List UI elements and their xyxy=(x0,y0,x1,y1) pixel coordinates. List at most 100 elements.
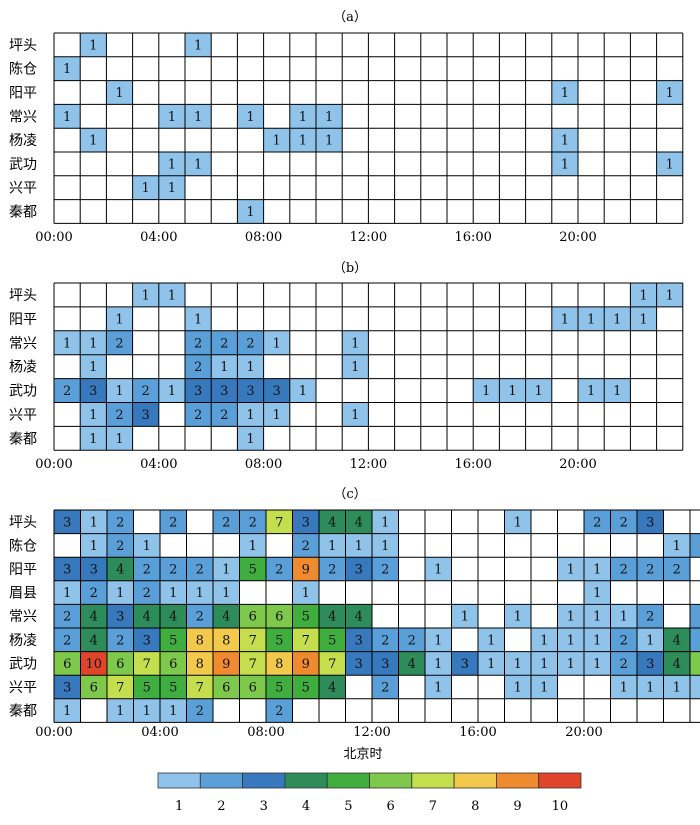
cell-value-label: 3 xyxy=(220,384,228,399)
heatmap-cell xyxy=(80,628,107,652)
heatmap-cell xyxy=(557,604,584,628)
heatmap-cell xyxy=(345,557,372,581)
heatmap-cell xyxy=(80,378,107,403)
heatmap-cell xyxy=(213,510,240,534)
heatmap-cell xyxy=(263,128,290,152)
cell-value-label: 1 xyxy=(246,432,254,447)
heatmap-cell xyxy=(690,675,700,699)
heatmap-cell xyxy=(107,651,134,676)
heatmap-cell xyxy=(473,378,500,403)
cell-value-label: 1 xyxy=(90,539,98,554)
cell-value-label: 3 xyxy=(194,384,202,399)
heatmap-cell xyxy=(133,533,160,558)
cell-value-label: 6 xyxy=(249,610,257,625)
heatmap-cell xyxy=(185,378,212,403)
heatmap-cell xyxy=(186,604,213,628)
cell-value-label: 3 xyxy=(142,408,150,423)
cell-value-label: 1 xyxy=(535,384,543,399)
heatmap-cell xyxy=(289,378,316,403)
cell-value-label: 3 xyxy=(116,610,124,625)
cell-value-label: 6 xyxy=(116,657,124,672)
cell-value-label: 2 xyxy=(143,563,151,578)
cell-value-label: 1 xyxy=(639,288,647,303)
heatmap-cell xyxy=(80,330,107,355)
cell-value-label: 3 xyxy=(646,515,654,530)
cell-value-label: 1 xyxy=(168,384,176,399)
heatmap-cell xyxy=(637,628,664,652)
heatmap-cell xyxy=(158,175,185,200)
cell-value-label: 1 xyxy=(89,134,97,149)
heatmap-cell xyxy=(398,651,425,676)
cell-value-label: 1 xyxy=(116,704,124,719)
heatmap-cell xyxy=(292,604,319,628)
cell-value-label: 2 xyxy=(646,563,654,578)
colorbar-swatch xyxy=(284,772,328,789)
heatmap-cell xyxy=(531,628,558,652)
cell-value-label: 1 xyxy=(299,384,307,399)
cell-value-label: 5 xyxy=(328,633,336,648)
cell-value-label: 2 xyxy=(143,586,151,601)
cell-value-label: 1 xyxy=(222,586,230,601)
heatmap-cell xyxy=(54,651,81,676)
heatmap-cell xyxy=(289,128,316,152)
cell-value-label: 1 xyxy=(168,288,176,303)
cell-value-label: 1 xyxy=(299,110,307,125)
cell-value-label: 1 xyxy=(613,384,621,399)
x-tick-label: 04:00 xyxy=(141,725,178,740)
cell-value-label: 1 xyxy=(222,563,230,578)
cell-value-label: 8 xyxy=(222,633,230,648)
heatmap-cell xyxy=(80,604,107,628)
heatmap-cell xyxy=(630,306,657,331)
heatmap-cell xyxy=(551,306,578,331)
cell-value-label: 1 xyxy=(567,633,575,648)
heatmap-cell xyxy=(263,402,290,427)
heatmap-cell xyxy=(610,675,637,699)
cell-value-label: 1 xyxy=(613,312,621,327)
x-tick-label: 04:00 xyxy=(140,230,177,245)
cell-value-label: 1 xyxy=(142,181,150,196)
heatmap-cell xyxy=(133,628,160,652)
cell-value-label: 4 xyxy=(355,610,363,625)
heatmap-cell xyxy=(342,402,369,427)
cell-value-label: 3 xyxy=(89,384,97,399)
heatmap-cell xyxy=(504,675,531,699)
cell-value-label: 1 xyxy=(63,586,71,601)
heatmap-cell xyxy=(656,152,683,176)
heatmap-cell xyxy=(107,604,134,628)
heatmap-cell xyxy=(237,402,264,427)
cell-value-label: 1 xyxy=(593,657,601,672)
cell-value-label: 4 xyxy=(408,657,416,672)
cell-value-label: 1 xyxy=(89,38,97,53)
heatmap-cell xyxy=(133,604,160,628)
heatmap-cell xyxy=(345,628,372,652)
heatmap-cell xyxy=(213,628,240,652)
heatmap-cell xyxy=(185,152,212,176)
cell-value-label: 2 xyxy=(381,681,389,696)
cell-value-label: 2 xyxy=(302,539,310,554)
cell-value-label: 1 xyxy=(567,610,575,625)
x-tick-label: 08:00 xyxy=(247,725,284,740)
heatmap-cell xyxy=(54,675,81,699)
cell-value-label: 9 xyxy=(302,657,310,672)
cell-value-label: 3 xyxy=(381,657,389,672)
cell-value-label: 3 xyxy=(90,563,98,578)
colorbar-swatch xyxy=(157,772,201,789)
colorbar-swatch xyxy=(411,772,455,789)
cell-value-label: 7 xyxy=(249,657,257,672)
heatmap-cell xyxy=(578,306,605,331)
cell-value-label: 2 xyxy=(673,563,681,578)
heatmap-cell xyxy=(292,651,319,676)
station-label: 杨凌 xyxy=(9,133,37,149)
heatmap-cell xyxy=(263,378,290,403)
heatmap-cell xyxy=(663,675,690,699)
cell-value-label: 1 xyxy=(351,336,359,351)
heatmap-cell xyxy=(80,426,107,451)
cell-value-label: 2 xyxy=(90,586,98,601)
heatmap-cell xyxy=(106,306,133,331)
cell-value-label: 2 xyxy=(63,633,71,648)
heatmap-cell xyxy=(319,533,346,558)
cell-value-label: 1 xyxy=(461,610,469,625)
cell-value-label: 4 xyxy=(328,681,336,696)
x-tick-label: 08:00 xyxy=(245,230,282,245)
